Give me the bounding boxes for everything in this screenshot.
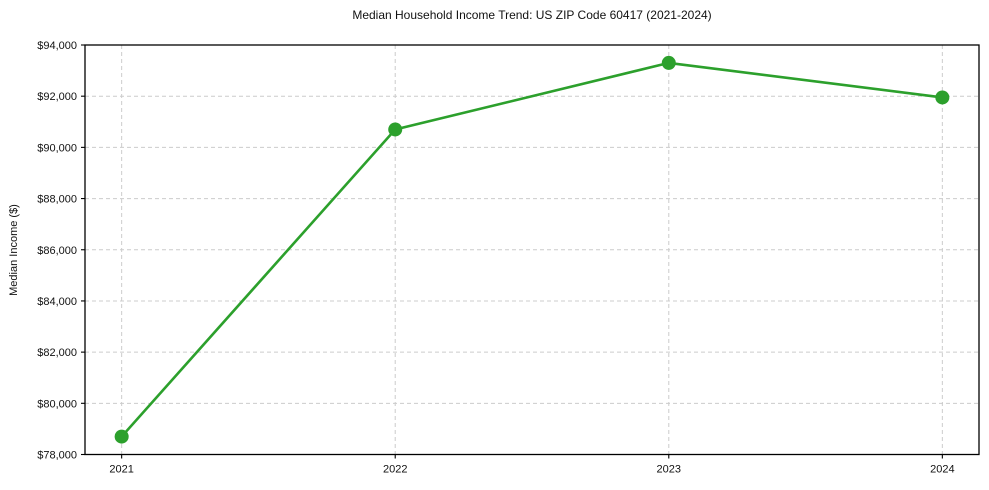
x-tick-label: 2021 xyxy=(109,464,133,476)
income-trend-line xyxy=(120,61,944,438)
y-tick-label: $88,000 xyxy=(37,194,77,206)
y-tick-label: $90,000 xyxy=(37,142,77,154)
plot-border xyxy=(84,44,980,456)
y-tick-label: $94,000 xyxy=(37,40,77,52)
data-point-2024 xyxy=(935,90,950,105)
data-point-2022 xyxy=(388,122,403,137)
data-point-2023 xyxy=(661,55,676,70)
x-tick-label: 2023 xyxy=(657,464,681,476)
y-tick-label: $84,000 xyxy=(37,296,77,308)
y-tick-label: $82,000 xyxy=(37,347,77,359)
chart-title: Median Household Income Trend: US ZIP Co… xyxy=(352,8,712,22)
y-tick-label: $86,000 xyxy=(37,245,77,257)
y-tick-label: $92,000 xyxy=(37,91,77,103)
y-tick-label: $80,000 xyxy=(37,398,77,410)
y-tick-label: $78,000 xyxy=(37,450,77,462)
x-tick-label: 2022 xyxy=(383,464,407,476)
data-point-2021 xyxy=(114,429,129,444)
x-tick-label: 2024 xyxy=(930,464,954,476)
